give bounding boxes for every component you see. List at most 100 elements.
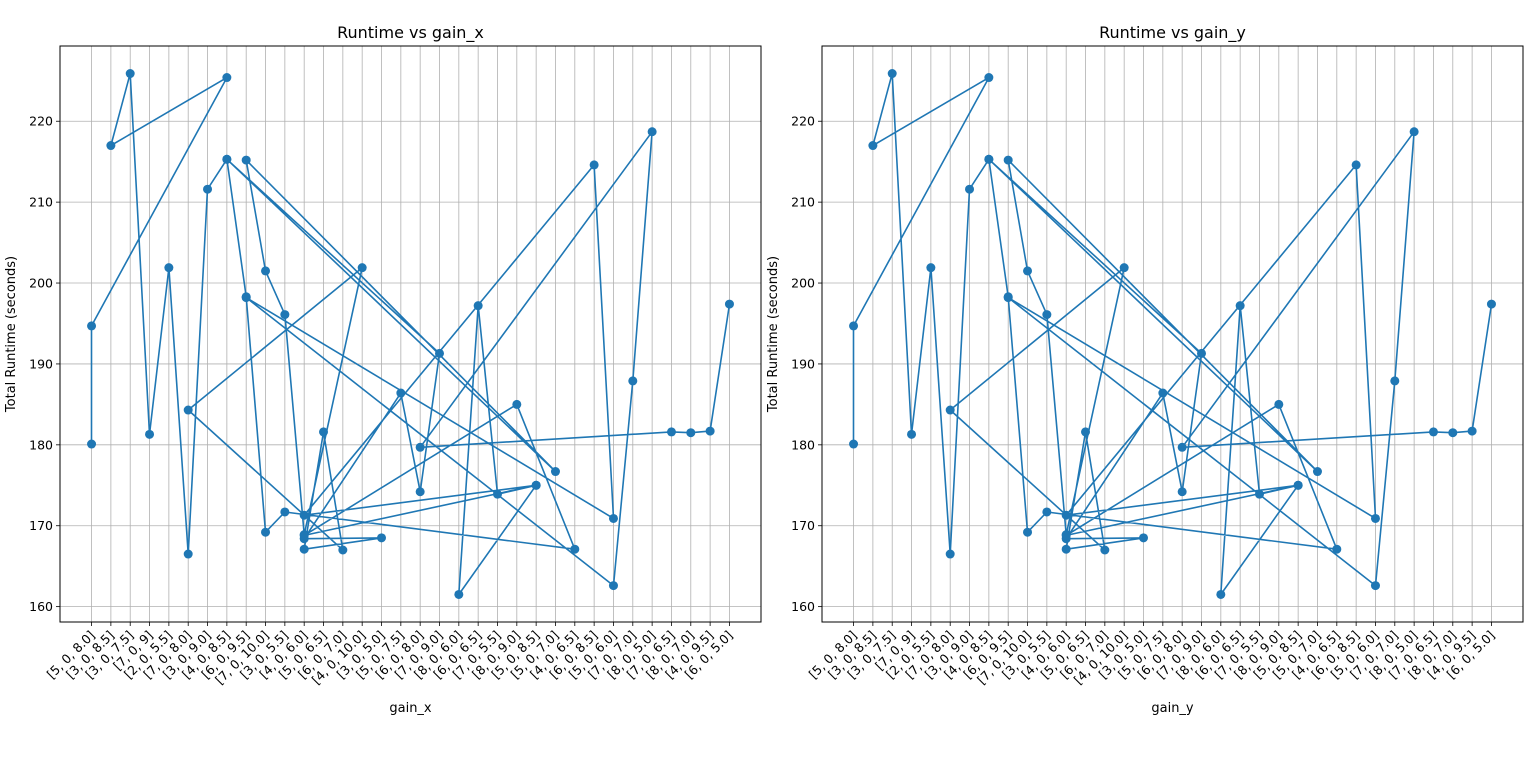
data-point	[512, 399, 522, 409]
data-point	[415, 487, 425, 497]
data-point	[589, 160, 599, 170]
data-point	[183, 549, 193, 559]
data-point	[666, 427, 676, 437]
data-point	[724, 299, 734, 309]
data-point	[705, 426, 715, 436]
data-point	[1042, 310, 1052, 320]
data-point	[492, 489, 502, 499]
data-point	[1254, 489, 1264, 499]
data-point	[608, 581, 618, 591]
data-point	[1023, 266, 1033, 276]
data-point	[868, 141, 878, 151]
data-point	[945, 549, 955, 559]
data-point	[415, 442, 425, 452]
data-point	[1351, 160, 1361, 170]
data-point	[1081, 427, 1091, 437]
y-tick-label: 220	[29, 114, 53, 129]
data-point	[1370, 513, 1380, 523]
data-point	[1428, 427, 1438, 437]
data-point	[261, 527, 271, 537]
data-point	[945, 405, 955, 415]
data-point	[396, 388, 406, 398]
data-point	[1196, 348, 1206, 358]
y-tick-label: 180	[791, 437, 815, 452]
series-markers	[849, 69, 1496, 599]
data-point	[608, 513, 618, 523]
y-tick-label: 170	[29, 518, 53, 533]
chart-panel-gain-y: Runtime vs gain_y gain_y Total Runtime (…	[766, 23, 1524, 716]
y-tick-label: 160	[791, 599, 815, 614]
data-point	[907, 429, 917, 439]
data-point	[299, 530, 309, 540]
data-point	[1061, 510, 1071, 520]
data-point	[1390, 376, 1400, 386]
chart-title: Runtime vs gain_x	[337, 23, 484, 43]
y-tick-label: 160	[29, 599, 53, 614]
data-point	[887, 69, 897, 79]
data-point	[1274, 399, 1284, 409]
data-point	[280, 507, 290, 517]
y-tick-label: 190	[29, 356, 53, 371]
y-axis-label: Total Runtime (seconds)	[766, 256, 781, 413]
data-point	[164, 263, 174, 273]
data-point	[241, 155, 251, 165]
data-point	[1312, 467, 1322, 477]
data-point	[1216, 589, 1226, 599]
data-point	[454, 589, 464, 599]
grid-lines	[822, 46, 1523, 622]
data-point	[338, 545, 348, 555]
data-point	[1467, 426, 1477, 436]
data-point	[1177, 442, 1187, 452]
data-point	[1023, 527, 1033, 537]
data-point	[686, 428, 696, 438]
data-point	[1003, 155, 1013, 165]
axis-ticks: [5, 0, 8.0][3, 0, 8.5][3, 0, 7.5][7, 0, …	[791, 114, 1497, 687]
y-tick-label: 170	[791, 518, 815, 533]
data-point	[1448, 428, 1458, 438]
y-tick-label: 200	[791, 276, 815, 291]
data-point	[261, 266, 271, 276]
data-point	[849, 321, 859, 331]
data-point	[1061, 544, 1071, 554]
x-axis-label: gain_x	[389, 701, 432, 716]
y-tick-label: 180	[29, 437, 53, 452]
y-tick-label: 200	[29, 276, 53, 291]
data-point	[1235, 301, 1245, 311]
data-point	[1158, 388, 1168, 398]
data-point	[570, 544, 580, 554]
data-point	[1293, 480, 1303, 490]
data-point	[473, 301, 483, 311]
data-point	[377, 533, 387, 543]
data-point	[222, 73, 232, 83]
data-point	[357, 263, 367, 273]
data-point	[203, 184, 213, 194]
axis-ticks: [5, 0, 8.0][3, 0, 8.5][3, 0, 7.5][7, 0, …	[29, 114, 735, 687]
data-point	[647, 127, 657, 137]
data-point	[241, 293, 251, 303]
chart-panel-gain-x: Runtime vs gain_x gain_x Total Runtime (…	[4, 23, 762, 716]
chart-title: Runtime vs gain_y	[1099, 23, 1246, 43]
data-point	[1119, 263, 1129, 273]
y-tick-label: 210	[791, 195, 815, 210]
data-point	[628, 376, 638, 386]
y-tick-label: 220	[791, 114, 815, 129]
data-point	[1370, 581, 1380, 591]
y-axis-label: Total Runtime (seconds)	[4, 256, 19, 413]
data-point	[299, 544, 309, 554]
data-point	[319, 427, 329, 437]
series-markers	[87, 69, 734, 599]
data-point	[849, 439, 859, 449]
data-point	[125, 69, 135, 79]
data-point	[299, 510, 309, 520]
plot-frame	[59, 45, 762, 623]
data-point	[550, 467, 560, 477]
data-point	[1486, 299, 1496, 309]
series-line	[90, 72, 731, 596]
series-line	[852, 72, 1493, 596]
data-point	[87, 439, 97, 449]
data-point	[1332, 544, 1342, 554]
data-point	[965, 184, 975, 194]
data-point	[1139, 533, 1149, 543]
